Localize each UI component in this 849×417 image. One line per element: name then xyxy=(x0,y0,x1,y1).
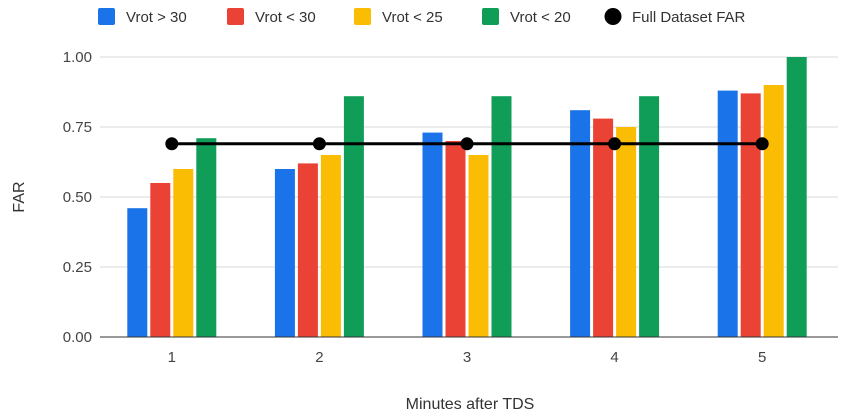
x-tick-label: 5 xyxy=(758,349,766,366)
legend-label: Vrot < 20 xyxy=(510,9,571,26)
legend-swatch xyxy=(98,8,115,25)
chart-legend: Vrot > 30 Vrot < 30 Vrot < 25 Vrot < 20 Full… xyxy=(98,8,746,26)
full-dataset-far-line xyxy=(165,137,769,151)
full-dataset-far-point xyxy=(608,137,622,151)
bar-3-cat-3 xyxy=(468,155,489,337)
x-axis-title: Minutes after TDS xyxy=(406,396,535,413)
full-dataset-far-point xyxy=(165,137,179,151)
legend-label: Vrot > 30 xyxy=(126,9,187,26)
bar-3-cat-4 xyxy=(616,127,637,337)
legend-item: Vrot < 25 xyxy=(354,8,443,26)
bar-2-cat-1 xyxy=(150,183,171,337)
legend-label: Vrot < 30 xyxy=(255,9,316,26)
bar-3-cat-1 xyxy=(173,169,194,337)
bar-4-cat-5 xyxy=(786,57,807,337)
y-axis-title: FAR xyxy=(11,181,28,212)
bar-3-cat-5 xyxy=(763,85,784,337)
x-tick-label: 1 xyxy=(168,349,176,366)
y-tick-label: 1.00 xyxy=(63,49,92,66)
legend-swatch xyxy=(354,8,371,25)
full-dataset-far-point xyxy=(755,137,769,151)
bar-4-cat-4 xyxy=(639,96,660,337)
x-axis-ticks: 1 2 3 4 5 xyxy=(168,349,767,366)
full-dataset-far-point xyxy=(460,137,474,151)
bar-1-cat-1 xyxy=(127,208,148,337)
legend-item: Vrot > 30 xyxy=(98,8,187,26)
bar-1-cat-3 xyxy=(422,132,443,337)
bar-1-cat-5 xyxy=(717,90,738,337)
legend-label: Full Dataset FAR xyxy=(632,9,746,26)
legend-swatch xyxy=(482,8,499,25)
bar-2-cat-2 xyxy=(297,163,318,337)
legend-item: Vrot < 30 xyxy=(227,8,316,26)
legend-marker xyxy=(604,8,622,25)
y-tick-label: 0.25 xyxy=(63,259,92,276)
chart-bars xyxy=(127,57,807,338)
bar-4-cat-1 xyxy=(196,138,217,337)
legend-swatch xyxy=(227,8,244,25)
bar-2-cat-4 xyxy=(593,118,614,337)
x-tick-label: 3 xyxy=(463,349,471,366)
bar-1-cat-2 xyxy=(274,169,295,337)
y-tick-label: 0.50 xyxy=(63,189,92,206)
bar-1-cat-4 xyxy=(570,110,591,337)
bar-2-cat-5 xyxy=(740,93,761,338)
x-tick-label: 2 xyxy=(315,349,323,366)
legend-item: Vrot < 20 xyxy=(482,8,571,26)
bar-3-cat-2 xyxy=(320,155,341,337)
legend-item: Full Dataset FAR xyxy=(604,8,746,26)
y-tick-label: 0.75 xyxy=(63,119,92,136)
x-tick-label: 4 xyxy=(610,349,618,366)
y-axis-ticks: 0.00 0.25 0.50 0.75 1.00 xyxy=(63,49,92,346)
y-tick-label: 0.00 xyxy=(63,329,92,346)
bar-4-cat-2 xyxy=(343,96,364,337)
bar-4-cat-3 xyxy=(491,96,512,337)
bar-2-cat-3 xyxy=(445,141,466,337)
legend-label: Vrot < 25 xyxy=(382,9,443,26)
full-dataset-far-point xyxy=(312,137,326,151)
